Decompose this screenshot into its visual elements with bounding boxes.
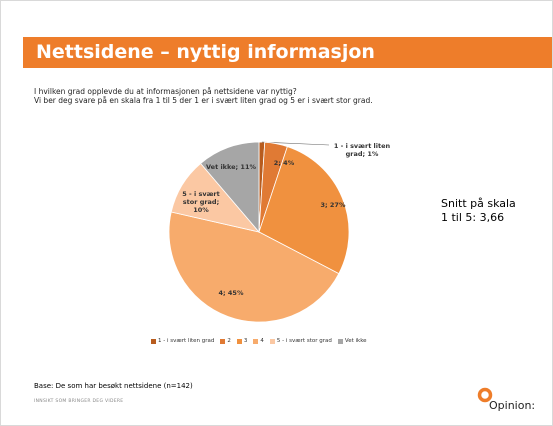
legend-label: 5 - i svært stor grad bbox=[276, 338, 332, 344]
pie-slice bbox=[258, 146, 350, 275]
legend-swatch bbox=[220, 338, 226, 344]
pie-slice bbox=[168, 211, 340, 323]
legend-swatch bbox=[337, 338, 343, 344]
legend-label: 2 bbox=[227, 338, 231, 344]
legend-item: 4 bbox=[253, 338, 264, 344]
legend-swatch bbox=[236, 338, 242, 344]
logo-text: Opinion: bbox=[489, 399, 536, 412]
average-line: 1 til 5: 3,66 bbox=[441, 211, 505, 224]
pie-slice bbox=[200, 141, 260, 234]
legend-swatch bbox=[151, 338, 156, 344]
data-label: 2; 4% bbox=[273, 159, 295, 167]
legend-swatch bbox=[253, 338, 259, 344]
average-line: Snitt på skala bbox=[441, 197, 516, 210]
legend-label: 4 bbox=[260, 338, 264, 344]
base-note: Base: De som har besøkt nettsidene (n=14… bbox=[34, 382, 193, 390]
data-label: 5 - i svært stor grad; 10% bbox=[182, 190, 220, 214]
legend-label: Vet ikke bbox=[344, 338, 367, 344]
data-label: 1 - i svært liten grad; 1% bbox=[333, 142, 391, 158]
data-label: 3; 27% bbox=[320, 201, 346, 209]
question: I hvilken grad opplevde du at informasjo… bbox=[34, 87, 297, 96]
legend-item: 5 - i svært stor grad bbox=[269, 338, 332, 344]
legend: 1 - i svært liten grad 2 3 4 5 - i svært sto… bbox=[151, 338, 367, 344]
legend-item: Vet ikke bbox=[337, 338, 367, 344]
leader-line bbox=[261, 141, 330, 146]
footer-slogan: INNSIKT SOM BRINGER DEG VIDERE bbox=[34, 399, 124, 404]
title-band bbox=[23, 37, 552, 68]
slide-title: Nettsidene – nyttig informasjon bbox=[36, 41, 375, 63]
logo-icon bbox=[477, 387, 493, 403]
legend-item: 2 bbox=[220, 338, 231, 344]
data-label: 4; 45% bbox=[218, 289, 244, 297]
legend-label: 1 - i svært liten grad bbox=[158, 338, 215, 344]
legend-label: 3 bbox=[243, 338, 248, 344]
legend-item: 3 bbox=[236, 338, 248, 344]
data-label: Vet ikke; 11% bbox=[206, 163, 256, 171]
average-note: Snitt på skala 1 til 5: 3,66 bbox=[441, 197, 516, 225]
legend-item: 1 - i svært liten grad bbox=[151, 338, 214, 344]
legend-swatch bbox=[269, 338, 275, 344]
question: Vi ber deg svare på en skala fra 1 til 5… bbox=[34, 96, 373, 105]
